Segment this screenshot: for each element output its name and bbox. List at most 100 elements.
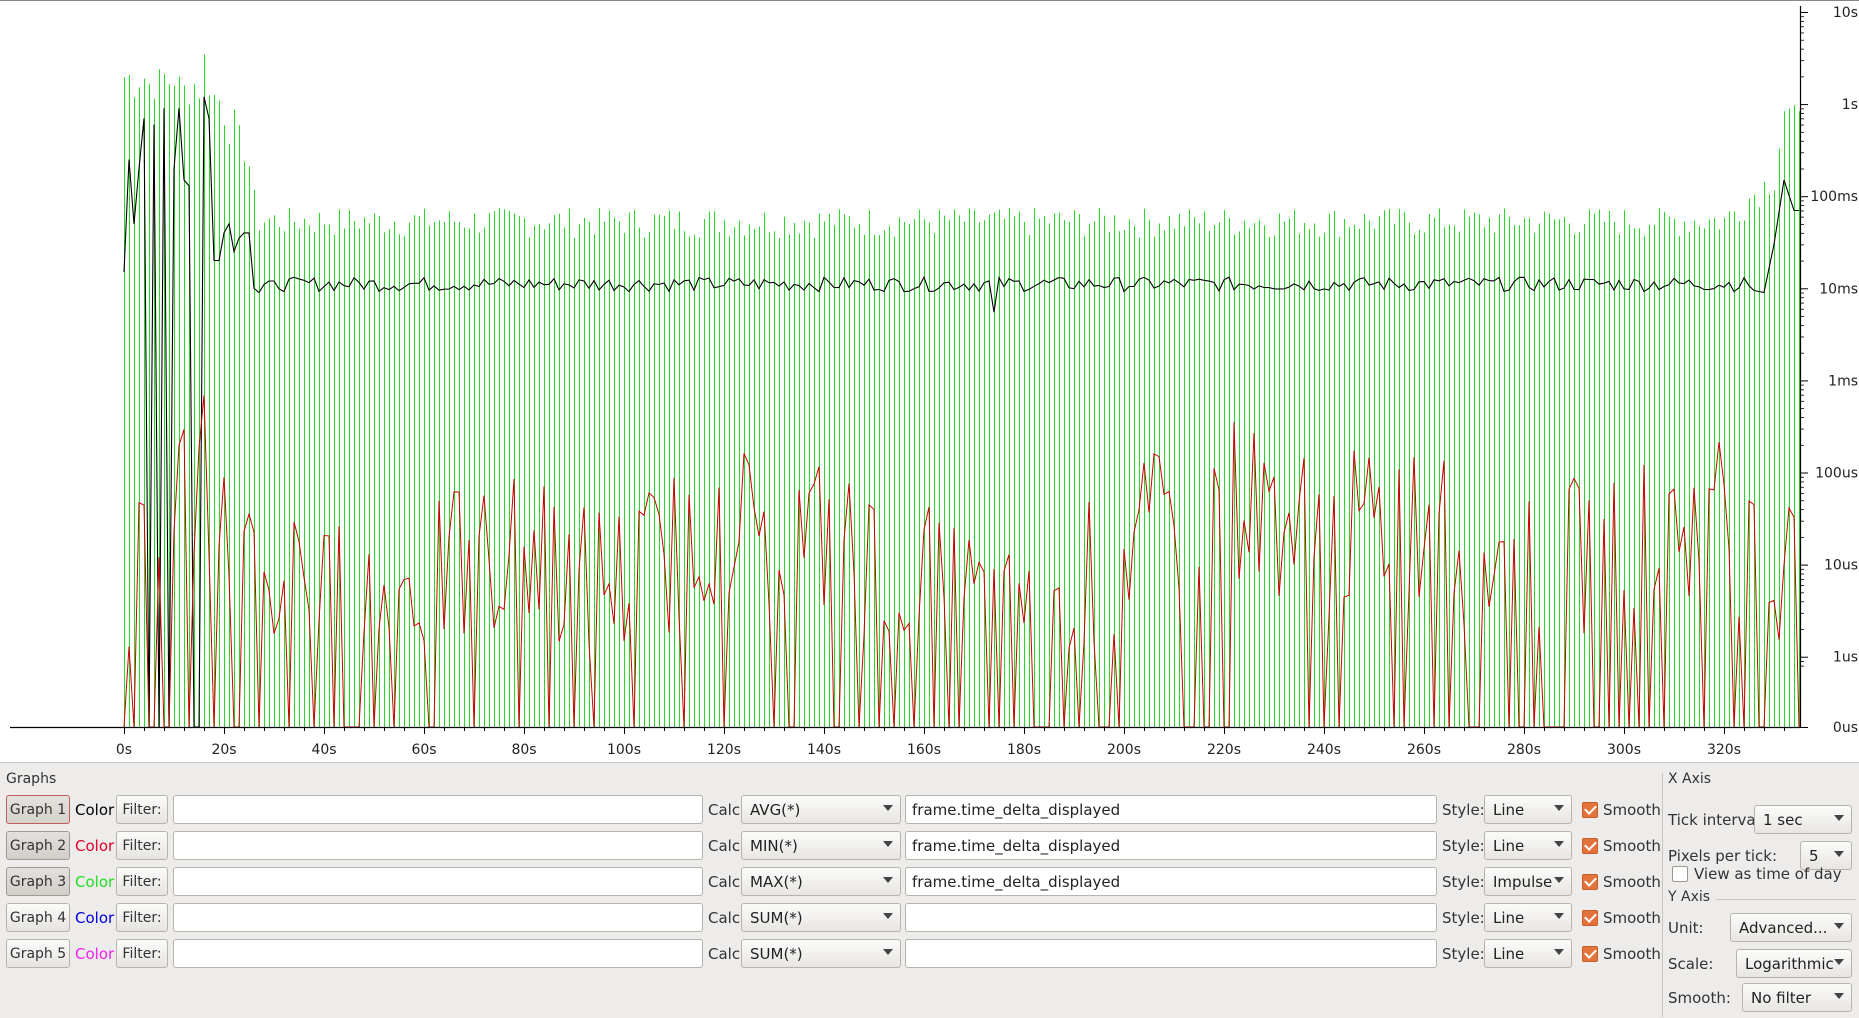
graphs-group-title: Graphs [6,771,57,787]
calc-select[interactable]: SUM(*) [741,903,901,932]
graph-toggle-button[interactable]: Graph 5 [6,939,70,968]
graph-toggle-button[interactable]: Graph 3 [6,867,70,896]
calc-select[interactable]: MAX(*) [741,867,901,896]
x-tick-label: 40s [311,742,336,758]
y-smooth-select[interactable]: No filter [1742,983,1852,1012]
filter-button[interactable]: Filter: [116,795,168,824]
group-divider [1716,899,1856,900]
y-tick-label: 1s [1842,97,1858,113]
y-smooth-label: Smooth: [1668,988,1731,1007]
chevron-down-icon [1834,815,1844,821]
calc-label: Calc: [708,872,746,891]
graph-color-button[interactable]: Color [75,836,115,855]
calc-field-input[interactable]: frame.time_delta_displayed [905,795,1437,824]
y-axis-group-title: Y Axis [1668,889,1711,905]
smooth-checkbox[interactable] [1582,838,1598,854]
y-tick-label: 100us [1815,466,1858,482]
x-tick-label: 160s [907,742,941,758]
view-time-of-day-label: View as time of day [1694,864,1842,883]
style-value: Line [1493,836,1525,855]
tick-interval-select[interactable]: 1 sec [1754,805,1852,834]
calc-label: Calc: [708,944,746,963]
calc-label: Calc: [708,908,746,927]
chevron-down-icon [883,949,893,955]
style-value: Line [1493,944,1525,963]
x-tick-label: 100s [607,742,641,758]
filter-button[interactable]: Filter: [116,867,168,896]
style-select[interactable]: Impulse [1484,867,1572,896]
chevron-down-icon [1834,993,1844,999]
x-tick-label: 20s [211,742,236,758]
calc-field-input[interactable] [905,939,1437,968]
style-value: Line [1493,800,1525,819]
x-tick-label: 60s [411,742,436,758]
graph-toggle-button[interactable]: Graph 2 [6,831,70,860]
style-select[interactable]: Line [1484,831,1572,860]
graph-color-button[interactable]: Color [75,908,115,927]
graph-control-panel: Graphs Graph 1 Color Filter: Calc: AVG(*… [0,762,1859,1018]
calc-select[interactable]: MIN(*) [741,831,901,860]
smooth-checkbox[interactable] [1582,946,1598,962]
calc-value: SUM(*) [750,908,803,927]
pixels-per-tick-select[interactable]: 5 [1800,841,1852,870]
y-tick-label: 1us [1833,650,1858,666]
smooth-checkbox[interactable] [1582,802,1598,818]
calc-value: MIN(*) [750,836,798,855]
smooth-label: Smooth [1603,908,1661,927]
calc-select[interactable]: SUM(*) [741,939,901,968]
scale-value: Logarithmic [1745,954,1834,973]
unit-value: Advanced... [1739,918,1828,937]
calc-select[interactable]: AVG(*) [741,795,901,824]
unit-label: Unit: [1668,918,1704,937]
io-graph-plot[interactable]: 0s 20s 40s 60s 80s 100s 120s 140s 160s 180s 200s 22… [0,0,1859,762]
chevron-down-icon [883,841,893,847]
calc-label: Calc: [708,836,746,855]
style-label: Style: [1442,908,1485,927]
tick-interval-value: 1 sec [1763,810,1803,829]
filter-button[interactable]: Filter: [116,939,168,968]
chevron-down-icon [1554,913,1564,919]
style-label: Style: [1442,836,1485,855]
x-tick-label: 280s [1507,742,1541,758]
avg-series-line [123,96,1799,728]
chevron-down-icon [1554,877,1564,883]
smooth-checkbox[interactable] [1582,874,1598,890]
style-select[interactable]: Line [1484,795,1572,824]
calc-field-input[interactable]: frame.time_delta_displayed [905,867,1437,896]
x-tick-label: 220s [1207,742,1241,758]
chevron-down-icon [883,913,893,919]
tick-interval-label: Tick interval: [1668,810,1765,829]
filter-input[interactable] [173,903,703,932]
x-tick-label: 240s [1307,742,1341,758]
view-time-of-day-checkbox[interactable] [1672,866,1688,882]
scale-select[interactable]: Logarithmic [1736,949,1852,978]
y-tick-label: 10us [1824,558,1858,574]
calc-field-input[interactable]: frame.time_delta_displayed [905,831,1437,860]
chevron-down-icon [883,805,893,811]
unit-select[interactable]: Advanced... [1730,913,1852,942]
graph-color-button[interactable]: Color [75,944,115,963]
style-select[interactable]: Line [1484,939,1572,968]
graph-color-button[interactable]: Color [75,872,115,891]
style-select[interactable]: Line [1484,903,1572,932]
filter-input[interactable] [173,867,703,896]
x-tick-label: 320s [1707,742,1741,758]
filter-input[interactable] [173,831,703,860]
pixels-per-tick-label: Pixels per tick: [1668,846,1777,865]
filter-button[interactable]: Filter: [116,831,168,860]
filter-input[interactable] [173,795,703,824]
filter-input[interactable] [173,939,703,968]
calc-field-input[interactable] [905,903,1437,932]
filter-button[interactable]: Filter: [116,903,168,932]
x-tick-label: 200s [1107,742,1141,758]
smooth-checkbox[interactable] [1582,910,1598,926]
chevron-down-icon [1834,959,1844,965]
x-tick-label: 260s [1407,742,1441,758]
graph-toggle-button[interactable]: Graph 1 [6,795,70,824]
pixels-per-tick-value: 5 [1809,846,1819,865]
x-tick-label: 140s [807,742,841,758]
y-smooth-value: No filter [1751,988,1812,1007]
calc-value: AVG(*) [750,800,801,819]
graph-color-button[interactable]: Color [75,800,115,819]
graph-toggle-button[interactable]: Graph 4 [6,903,70,932]
